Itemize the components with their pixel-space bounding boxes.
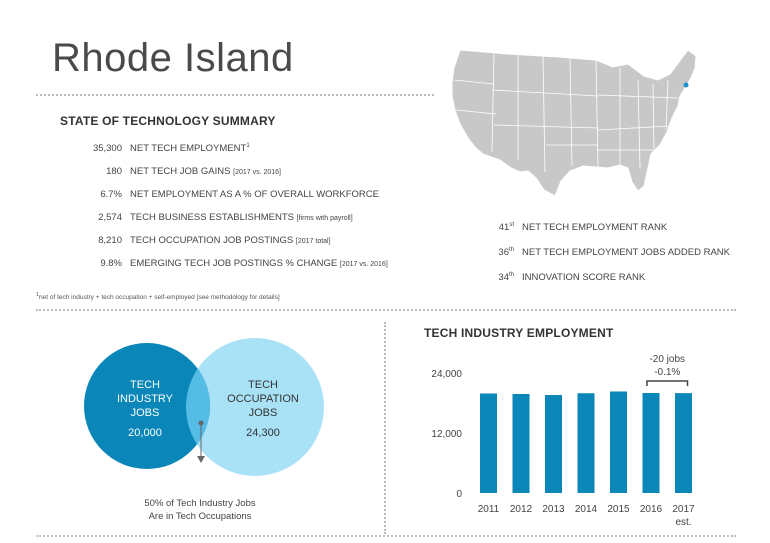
- summary-note: [firms with payroll]: [296, 215, 353, 222]
- summary-value: 180: [106, 166, 122, 177]
- rhode-island-marker: [683, 82, 689, 88]
- bar-2012: [512, 394, 530, 493]
- summary-label: TECH BUSINESS ESTABLISHMENTS: [130, 212, 294, 223]
- bottom-divider: [36, 535, 736, 537]
- summary-note: [2017 vs. 2016]: [233, 169, 281, 176]
- venn-left-line1: TECH: [130, 379, 160, 391]
- summary-value: 2,574: [98, 212, 122, 223]
- venn-right-label: TECH OCCUPATION JOBS 24,300: [213, 378, 313, 440]
- x-tick-label: 2012: [510, 504, 533, 515]
- footnote-sup: 1: [36, 292, 40, 298]
- venn-left-value: 20,000: [128, 427, 162, 439]
- rank-row: 41st NET TECH EMPLOYMENT RANK: [470, 222, 760, 233]
- vertical-divider: [384, 322, 386, 534]
- summary-row: 9.8% EMERGING TECH JOB POSTINGS % CHANGE …: [58, 258, 398, 274]
- x-tick-label: 2011: [478, 504, 500, 515]
- title-divider: [36, 94, 434, 96]
- rank-row: 34th INNOVATION SCORE RANK: [470, 272, 760, 283]
- venn-note-line1: 50% of Tech Industry Jobs: [144, 498, 256, 509]
- summary-row: 35,300 NET TECH EMPLOYMENT1: [58, 143, 398, 159]
- venn-right-value: 24,300: [246, 427, 280, 439]
- bar-2011: [480, 393, 497, 493]
- x-tick-label: 2015: [607, 504, 630, 515]
- summary-row: 2,574 TECH BUSINESS ESTABLISHMENTS [firms…: [58, 212, 398, 228]
- summary-label: TECH OCCUPATION JOB POSTINGS: [130, 235, 294, 246]
- summary-row: 6.7% NET EMPLOYMENT AS A % OF OVERALL WOR…: [58, 189, 398, 205]
- y-tick-label: 0: [456, 489, 462, 500]
- venn-right-line1: TECH: [248, 379, 278, 391]
- section-divider: [36, 309, 736, 311]
- rank-number: 34: [498, 272, 509, 284]
- venn-left-label: TECH INDUSTRY JOBS 20,000: [100, 378, 190, 440]
- rank-row: 36th NET TECH EMPLOYMENT JOBS ADDED RANK: [470, 247, 760, 258]
- rank-suffix: th: [508, 247, 514, 253]
- us-map-land: [451, 49, 697, 197]
- venn-pointer-arrow: [197, 456, 205, 463]
- bar-2013: [545, 395, 562, 493]
- summary-note: [2017 total]: [295, 238, 331, 245]
- venn-left-circle: [84, 343, 210, 469]
- rank-label: NET TECH EMPLOYMENT RANK: [522, 222, 668, 234]
- x-tick-label: 2014: [575, 504, 598, 515]
- annotation-pct: -0.1%: [654, 367, 680, 378]
- footnote-text: net of tech industry + tech occupation +…: [39, 294, 280, 302]
- summary-value: 35,300: [92, 143, 122, 155]
- x-tick-label: 2017: [672, 504, 695, 515]
- summary-sup: 1: [246, 143, 250, 149]
- summary-note: [2017 vs. 2016]: [339, 261, 388, 268]
- summary-label: NET TECH JOB GAINS: [130, 166, 231, 177]
- annotation-bracket: [646, 380, 689, 386]
- venn-left-line3: JOBS: [130, 407, 160, 419]
- venn-right-circle: [186, 338, 324, 476]
- venn-note-line2: Are in Tech Occupations: [148, 511, 252, 522]
- venn-note: 50% of Tech Industry Jobs Are in Tech Oc…: [110, 497, 290, 523]
- rank-label: INNOVATION SCORE RANK: [522, 272, 646, 284]
- summary-row: 8,210 TECH OCCUPATION JOB POSTINGS [2017 …: [58, 235, 398, 251]
- rank-number: 36: [498, 247, 509, 259]
- x-tick-sublabel: est.: [675, 517, 691, 528]
- venn-left-line2: INDUSTRY: [116, 393, 174, 405]
- bar-2017: [675, 393, 692, 493]
- summary-label: EMERGING TECH JOB POSTINGS % CHANGE: [130, 258, 338, 269]
- rank-suffix: st: [509, 222, 514, 228]
- y-tick-label: 12,000: [431, 429, 462, 440]
- summary-label: NET EMPLOYMENT AS A % OF OVERALL WORKFOR…: [130, 189, 379, 200]
- venn-right-line2: OCCUPATION: [227, 393, 299, 405]
- summary-row: 180 NET TECH JOB GAINS [2017 vs. 2016]: [58, 166, 398, 182]
- summary-value: 6.7%: [100, 189, 122, 200]
- y-tick-label: 24,000: [431, 369, 462, 380]
- page-title: Rhode Island: [52, 36, 294, 80]
- annotation-jobs: -20 jobs: [649, 354, 685, 365]
- rank-suffix: th: [508, 272, 514, 278]
- tech-industry-employment-chart: 0 12,000 24,000 2011 2012 2013 2014 2015 2016 20…: [431, 354, 695, 528]
- bar-2016: [642, 393, 660, 493]
- summary-heading: STATE OF TECHNOLOGY SUMMARY: [60, 114, 276, 128]
- rank-label: NET TECH EMPLOYMENT JOBS ADDED RANK: [522, 247, 730, 259]
- bar-2014: [577, 393, 595, 493]
- chart-title: TECH INDUSTRY EMPLOYMENT: [424, 326, 614, 340]
- x-tick-label: 2016: [640, 504, 663, 515]
- summary-value: 8,210: [98, 235, 122, 246]
- bar-2015: [610, 391, 627, 493]
- rank-number: 41: [498, 222, 510, 234]
- venn-diagram: [84, 338, 324, 476]
- us-map: [451, 49, 697, 197]
- x-tick-label: 2013: [542, 504, 565, 515]
- summary-value: 9.8%: [100, 258, 122, 269]
- summary-footnote: 1net of tech industry + tech occupation …: [36, 292, 280, 301]
- summary-label: NET TECH EMPLOYMENT: [130, 143, 247, 155]
- venn-right-line3: JOBS: [248, 407, 278, 419]
